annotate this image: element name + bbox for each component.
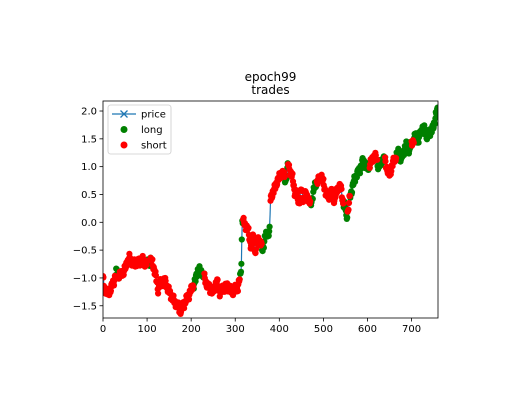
short-point [346,192,353,200]
short-point [320,175,327,183]
long-point [237,268,245,275]
short-point [110,282,118,289]
plot-frame [102,100,439,319]
short-point [345,206,352,213]
long-point [266,228,273,235]
short-point [281,169,288,176]
short-point [103,274,107,281]
long-point [265,232,272,239]
long-point [266,223,273,230]
short-point [234,288,241,295]
long-point [395,145,402,152]
legend: price long short [107,104,172,155]
x-tick-label: 0 [100,324,106,335]
long-point [238,260,245,267]
long-point [401,151,408,159]
short-point [152,272,159,279]
y-tick-label: 0.0 [81,218,97,229]
x-axis: 0 100 200 300 400 500 600 700 [100,318,421,335]
long-point [415,139,422,146]
legend-short-label: short [141,141,167,152]
short-point [338,186,345,193]
chart-title-line-1: epoch99 [244,70,297,84]
short-point [155,290,162,297]
long-point [344,214,351,221]
x-tick-label: 200 [182,324,201,335]
short-point [393,155,400,162]
short-point [190,283,197,290]
y-tick-label: −1.0 [73,273,97,284]
y-tick-label: 0.5 [81,190,97,201]
long-point [434,108,438,116]
legend-long-label: long [141,125,163,136]
short-point [240,214,247,221]
chart-title-line-2: trades [251,83,290,97]
short-point [185,296,193,303]
y-tick-label: −1.5 [73,301,97,312]
short-point [245,224,252,232]
short-point [307,198,314,205]
y-tick-label: 2.0 [81,107,97,118]
y-axis: −1.5 −1.0 −0.5 0.0 0.5 1.0 1.5 2.0 [73,107,103,312]
short-point [149,256,156,263]
x-tick-label: 400 [270,324,289,335]
long-point [238,236,245,243]
short-point [345,199,353,207]
x-tick-label: 100 [138,324,157,335]
short-series [103,137,417,317]
short-point [236,276,243,283]
short-point [382,158,389,165]
short-point [170,292,177,299]
short-point [410,139,417,146]
short-point [289,170,296,177]
x-tick-label: 700 [402,324,421,335]
short-point [340,200,347,207]
short-point [214,276,221,283]
y-tick-label: −0.5 [73,246,97,257]
y-tick-label: 1.0 [81,162,97,173]
short-point [201,270,208,277]
legend-long-marker [120,126,128,133]
short-point [374,156,381,163]
short-point [281,173,288,181]
legend-short-marker [120,141,128,149]
x-tick-label: 500 [314,324,333,335]
legend-x-marker [120,110,128,118]
x-tick-label: 600 [358,324,377,335]
y-tick-label: 1.5 [81,134,97,145]
short-point [388,168,395,175]
x-tick-label: 300 [226,324,245,335]
short-point [258,240,265,247]
long-point [431,120,438,128]
short-point [107,287,114,294]
legend-price-label: price [141,110,166,121]
